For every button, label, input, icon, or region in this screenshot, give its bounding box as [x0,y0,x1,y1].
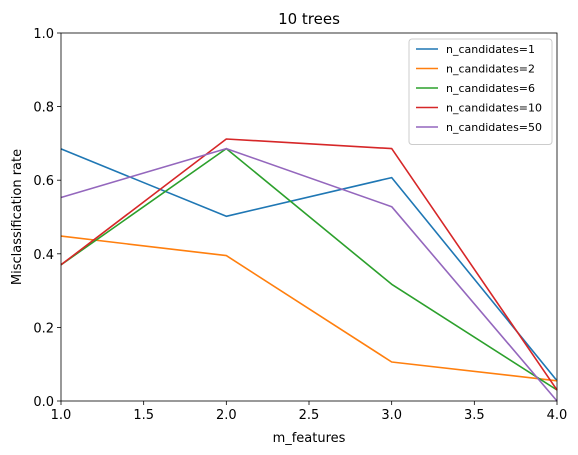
y-tick-label: 0.2 [33,321,54,336]
x-tick-label: 1.5 [133,408,154,423]
plot-area: 1.0 1.5 2.0 2.5 3.0 3.5 4.0 0.0 0.2 0.4 0.6 0.8 1.0 [33,27,567,423]
legend-label-4: n_candidates=50 [446,121,542,134]
series-line-4 [60,147,558,402]
legend-label-3: n_candidates=10 [446,102,542,115]
x-tick-label: 2.5 [299,408,320,423]
x-tick-label: 2.0 [216,408,237,423]
x-tick-label: 4.0 [547,408,568,423]
legend: n_candidates=1 n_candidates=2 n_candidates… [408,38,553,145]
series-line-0 [60,148,558,382]
x-axis-label: m_features [273,431,346,446]
series-line-1 [60,235,558,382]
y-tick-label: 0.4 [33,248,54,263]
y-tick-label: 1.0 [33,27,54,42]
x-tick-label: 3.5 [464,408,485,423]
x-tick-label: 1.0 [51,408,72,423]
x-tick-label: 3.0 [381,408,402,423]
axes-frame [60,32,558,402]
legend-label-2: n_candidates=6 [446,82,535,95]
legend-box [408,38,553,145]
series-line-2 [60,147,558,391]
legend-label-1: n_candidates=2 [446,63,535,76]
y-axis-label: Misclassification rate [10,149,25,285]
y-tick-label: 0.0 [33,395,54,410]
chart-title: 10 trees [278,10,340,28]
series-line-3 [60,138,558,391]
y-tick-label: 0.8 [33,101,54,116]
y-tick-label: 0.6 [33,174,54,189]
legend-label-0: n_candidates=1 [446,43,535,56]
